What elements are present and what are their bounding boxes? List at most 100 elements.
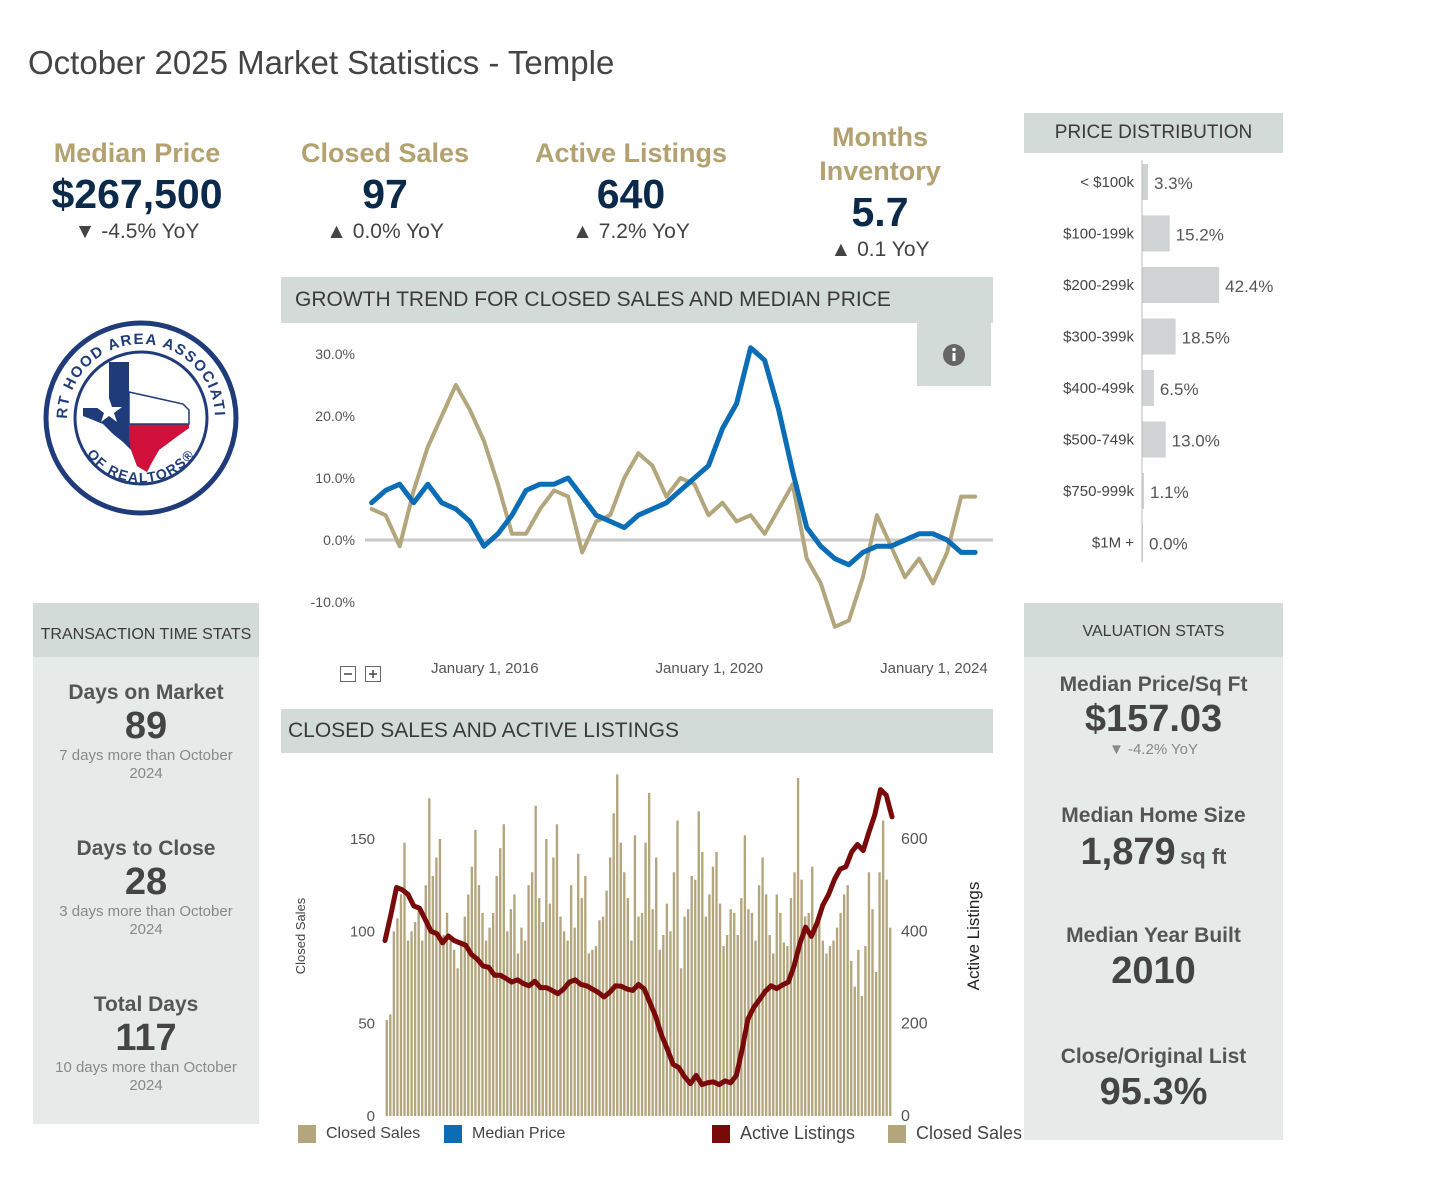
closed-sales-bar <box>452 949 456 1116</box>
closed-sales-bar <box>828 946 832 1116</box>
closed-sales-bar <box>878 872 881 1116</box>
kpi-label: Closed Sales <box>300 138 470 168</box>
closed-sales-bar <box>782 942 786 1116</box>
stat-label: Days on Market <box>68 681 224 704</box>
closed-sales-bar <box>460 940 463 1116</box>
price-range-label: $400-499k <box>1063 380 1134 397</box>
closed-sales-bar <box>697 811 700 1116</box>
closed-sales-bar <box>608 857 612 1116</box>
closed-sales-bar <box>616 774 619 1116</box>
median-price-line <box>369 345 978 568</box>
legend-closed-sales: Closed Sales <box>298 1125 420 1143</box>
zoom-in-button[interactable] <box>365 666 381 682</box>
stat-home-size: Median Home Size 1,879 sq ft <box>1024 804 1283 884</box>
closed-sales-bar <box>860 995 864 1116</box>
closed-sales-bar <box>623 872 626 1116</box>
price-range-label: $750-999k <box>1063 483 1134 500</box>
closed-sales-bar <box>428 798 431 1116</box>
closed-sales-line <box>369 383 978 629</box>
price-value-label: 18.5% <box>1182 329 1230 348</box>
closed-sales-bar <box>832 940 835 1116</box>
x-tick-label: January 1, 2016 <box>431 660 539 677</box>
plus-box-icon <box>365 666 381 682</box>
closed-sales-bar <box>449 940 452 1116</box>
price-distribution-chart: < $100k 3.3% $100-199k 15.2% $200-299k 42.4% $… <box>1024 160 1304 580</box>
closed-sales-bar <box>626 898 630 1116</box>
zoom-out-button[interactable] <box>340 666 356 682</box>
price-bar <box>1142 164 1149 200</box>
closed-sales-bar <box>481 912 484 1116</box>
closed-sales-bar <box>825 953 828 1116</box>
closed-sales-bar <box>864 946 867 1116</box>
stat-label: Close/Original List <box>1060 1045 1247 1068</box>
closed-sales-bar <box>821 940 825 1116</box>
closed-sales-bar <box>818 912 821 1116</box>
closed-sales-bar <box>704 916 708 1116</box>
y-tick-label: -10.0% <box>311 594 355 610</box>
closed-sales-bar <box>545 839 548 1116</box>
stat-year-built: Median Year Built 2010 <box>1024 924 1283 994</box>
stat-label: Median Home Size <box>1061 804 1246 827</box>
legend-swatch <box>444 1125 462 1143</box>
price-range-label: $500-749k <box>1063 432 1134 449</box>
closed-sales-bar <box>392 931 396 1116</box>
stat-days-on-market: Days on Market 89 7 days more than Octob… <box>33 681 259 783</box>
closed-sales-bar <box>413 922 417 1116</box>
stat-close-list: Close/Original List 95.3% <box>1024 1045 1283 1115</box>
closed-sales-bar <box>598 920 601 1116</box>
x-tick-label: January 1, 2024 <box>880 660 988 677</box>
price-value-label: 1.1% <box>1150 483 1189 502</box>
price-bar <box>1142 267 1220 303</box>
legend-swatch <box>888 1124 906 1143</box>
legend-swatch <box>712 1124 730 1143</box>
closed-sales-bar <box>768 935 771 1116</box>
price-distribution-header: PRICE DISTRIBUTION <box>1024 113 1283 153</box>
y2-tick-label: 200 <box>901 1016 928 1033</box>
closed-sales-bar <box>633 835 637 1116</box>
closed-sales-bar <box>807 912 810 1116</box>
closed-sales-bar <box>640 912 644 1116</box>
closed-sales-bar <box>835 927 839 1116</box>
closed-sales-bar <box>502 824 505 1116</box>
closed-sales-bar <box>495 875 498 1116</box>
closed-sales-bar <box>523 940 527 1116</box>
closed-sales-bar <box>438 839 442 1116</box>
transaction-time-panel: Days on Market 89 7 days more than Octob… <box>33 657 259 1124</box>
closed-sales-bar <box>396 918 399 1116</box>
closed-sales-bar <box>630 940 633 1116</box>
closed-sales-bar <box>566 940 569 1116</box>
closed-sales-bar <box>853 986 856 1116</box>
closed-sales-bar <box>520 927 523 1116</box>
y2-axis-label: Active Listings <box>964 882 983 991</box>
x-tick-label: January 1, 2020 <box>656 660 764 677</box>
closed-sales-bar <box>509 909 513 1116</box>
stat-total-days: Total Days 117 10 days more than October… <box>33 993 259 1095</box>
stat-note: 10 days more than October 2024 <box>55 1059 237 1094</box>
closed-sales-bar <box>775 894 778 1116</box>
closed-sales-bar <box>764 894 768 1116</box>
closed-sales-bar <box>506 931 509 1116</box>
transaction-time-header: TRANSACTION TIME STATS <box>33 603 259 657</box>
closed-sales-bar <box>789 898 793 1116</box>
stat-note: 7 days more than October 2024 <box>59 747 233 782</box>
closed-sales-bar <box>580 898 583 1116</box>
info-button[interactable] <box>917 323 991 386</box>
closed-sales-bar <box>587 953 591 1116</box>
price-value-label: 13.0% <box>1172 432 1220 451</box>
closed-sales-bar <box>850 960 853 1116</box>
growth-trend-chart: -10.0% 0.0% 10.0% 20.0% 30.0% January 1, 2016… <box>281 323 993 693</box>
closed-sales-bar <box>662 935 665 1116</box>
legend-label: Closed Sales <box>916 1123 1023 1143</box>
stat-price-per-sqft: Median Price/Sq Ft $157.03 ▼ -4.2% YoY <box>1024 673 1283 759</box>
kpi-active-listings: Active Listings 640 ▲ 7.2% YoY <box>522 136 740 246</box>
closed-sales-bar <box>842 894 846 1116</box>
closed-sales-bar <box>711 866 715 1116</box>
kpi-yoy: ▲ 7.2% YoY <box>572 220 690 243</box>
price-value-label: 0.0% <box>1149 535 1188 554</box>
closed-sales-bar <box>573 927 576 1116</box>
stat-value: $157.03 <box>1084 698 1223 740</box>
stat-label: Days to Close <box>76 837 216 860</box>
kpi-median-price: Median Price $267,500 ▼ -4.5% YoY <box>28 136 246 246</box>
closed-sales-bar <box>552 857 555 1116</box>
closed-sales-bar <box>591 949 594 1116</box>
